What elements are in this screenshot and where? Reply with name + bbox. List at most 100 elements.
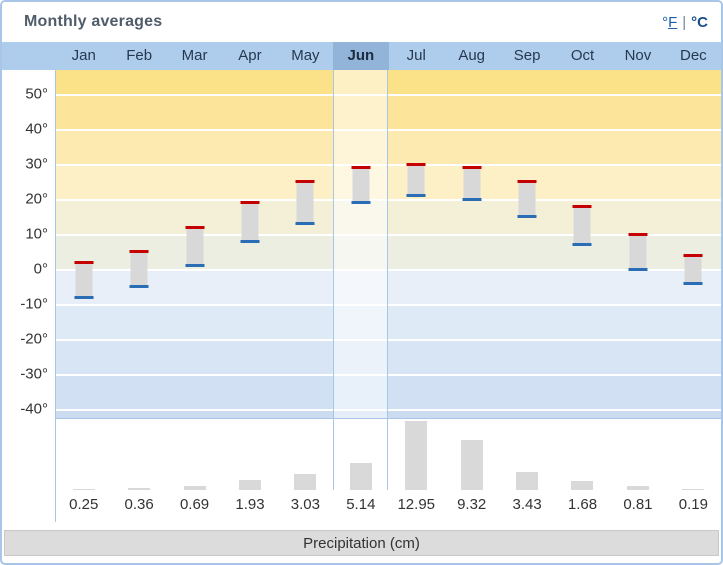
y-axis-tick-label: 30° — [25, 155, 48, 173]
precipitation-value: 0.36 — [124, 496, 154, 513]
temperature-range-bar-jun — [351, 166, 371, 204]
month-cell-aug: Aug — [458, 47, 486, 64]
month-cell-mar: Mar — [181, 47, 208, 64]
average-high-mark — [129, 250, 149, 253]
temperature-bar-body — [130, 253, 148, 285]
climate-band — [56, 339, 721, 374]
temperature-range-bar-may — [295, 180, 315, 225]
precipitation-bars — [56, 419, 721, 490]
average-low-mark — [295, 222, 315, 225]
precipitation-value: 12.95 — [397, 496, 436, 513]
precipitation-value: 0.69 — [179, 496, 210, 513]
average-high-mark — [185, 225, 205, 229]
climate-band — [56, 304, 721, 339]
precipitation-value: 1.68 — [567, 496, 598, 513]
temperature-bar-body — [352, 169, 370, 201]
y-axis-tick-label: -20° — [20, 330, 48, 348]
temperature-bar-body — [463, 169, 481, 198]
fahrenheit-toggle-link[interactable]: °F — [662, 14, 677, 31]
precipitation-footer-label: Precipitation (cm) — [303, 534, 420, 552]
temperature-range-bar-sep — [517, 180, 537, 218]
precipitation-bar-nov — [626, 486, 649, 490]
climate-band — [56, 234, 721, 269]
month-cell-sep: Sep — [513, 47, 541, 64]
precipitation-bar-apr — [238, 480, 261, 490]
month-cell-jun: Jun — [333, 42, 389, 70]
month-cell-dec: Dec — [680, 47, 707, 64]
average-high-mark — [683, 253, 703, 257]
precipitation-value: 5.14 — [346, 496, 376, 513]
precipitation-bar-may — [294, 474, 317, 490]
highlighted-month-column-precip — [333, 419, 389, 490]
widget-header: Monthly averages °F | °C — [2, 2, 721, 42]
y-axis-tick-label: 50° — [25, 85, 48, 103]
precipitation-bar-sep — [516, 472, 539, 490]
climate-band — [56, 409, 721, 418]
precipitation-bar-jun — [349, 463, 372, 490]
temperature-range-bar-mar — [185, 225, 205, 267]
temperature-range-bar-feb — [129, 250, 149, 288]
temperature-bar-body — [629, 235, 647, 268]
average-low-mark — [628, 267, 648, 271]
average-high-mark — [462, 166, 482, 169]
temperature-y-axis: 50° 40° 30° 20° 10° 0° -10° -20° -30° -40° — [2, 70, 56, 418]
unit-toggle: °F | °C — [662, 14, 708, 31]
temperature-range-bar-jan — [74, 260, 94, 299]
average-high-mark — [74, 260, 94, 264]
month-cell-may: May — [291, 47, 320, 64]
climate-band — [56, 269, 721, 304]
climate-band — [56, 374, 721, 409]
fahrenheit-degree-sign: ° — [662, 13, 669, 31]
highlighted-month-column — [333, 70, 389, 418]
temperature-range-bar-dec — [683, 253, 703, 285]
temperature-range-bar-aug — [462, 166, 482, 201]
temperature-bar-body — [684, 256, 702, 282]
precipitation-section: 0.25 0.36 0.69 1.93 3.03 5.14 12.95 9.32 3.43 1.6… — [2, 418, 721, 529]
precipitation-bar-aug — [460, 440, 483, 490]
precipitation-plot-area: 0.25 0.36 0.69 1.93 3.03 5.14 12.95 9.32 3.43 1.6… — [56, 418, 721, 529]
precipitation-value: 9.32 — [457, 496, 487, 513]
climate-band — [56, 129, 721, 164]
climate-band — [56, 164, 721, 199]
average-high-mark — [240, 201, 260, 204]
y-axis-tick-label: -40° — [20, 400, 48, 418]
y-axis-tick-label: -30° — [20, 365, 48, 383]
y-axis-tick-label: 40° — [25, 120, 48, 138]
precipitation-bar-oct — [571, 481, 594, 490]
unit-separator: | — [682, 13, 687, 31]
month-row-axis-spacer — [2, 42, 56, 70]
precipitation-value: 3.03 — [290, 496, 320, 513]
month-cell-feb: Feb — [126, 47, 153, 64]
month-header-row: Jan Feb Mar Apr May Jun Jul Aug Sep Oct Nov Dec — [2, 42, 721, 70]
average-low-mark — [240, 239, 260, 243]
precipitation-footer-bar: Precipitation (cm) — [4, 530, 719, 556]
temperature-bar-body — [241, 204, 259, 240]
climate-color-bands — [56, 70, 721, 418]
month-cell-nov: Nov — [624, 47, 652, 64]
celsius-toggle[interactable]: °C — [691, 13, 708, 31]
temperature-plot-area — [56, 70, 721, 418]
average-high-mark — [406, 162, 426, 166]
precipitation-bar-jul — [405, 421, 428, 490]
temperature-bar-body — [186, 228, 204, 264]
average-low-mark — [351, 201, 371, 204]
temperature-range-bar-nov — [628, 232, 648, 271]
precipitation-value: 3.43 — [512, 496, 542, 513]
average-low-mark — [406, 194, 426, 197]
average-low-mark — [129, 285, 149, 288]
y-axis-tick-label: 20° — [25, 190, 48, 208]
page-title: Monthly averages — [24, 13, 163, 30]
average-low-mark — [572, 243, 592, 246]
average-low-mark — [517, 215, 537, 218]
month-cell-jul: Jul — [406, 47, 426, 64]
average-high-mark — [628, 232, 648, 236]
y-axis-tick-label: 0° — [33, 260, 48, 278]
climate-band — [56, 70, 721, 94]
average-high-mark — [351, 166, 371, 169]
temperature-bar-body — [573, 207, 591, 243]
month-cell-jan: Jan — [71, 47, 96, 64]
month-cell-oct: Oct — [570, 47, 595, 64]
y-axis-tick-label: 10° — [25, 225, 48, 243]
precipitation-axis-spacer — [2, 418, 56, 522]
